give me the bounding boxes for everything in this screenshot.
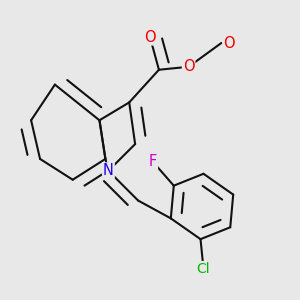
- Text: F: F: [149, 154, 157, 169]
- Text: O: O: [144, 30, 156, 45]
- Text: N: N: [103, 163, 114, 178]
- Text: O: O: [183, 59, 194, 74]
- Text: Cl: Cl: [197, 262, 210, 276]
- Text: O: O: [223, 35, 234, 50]
